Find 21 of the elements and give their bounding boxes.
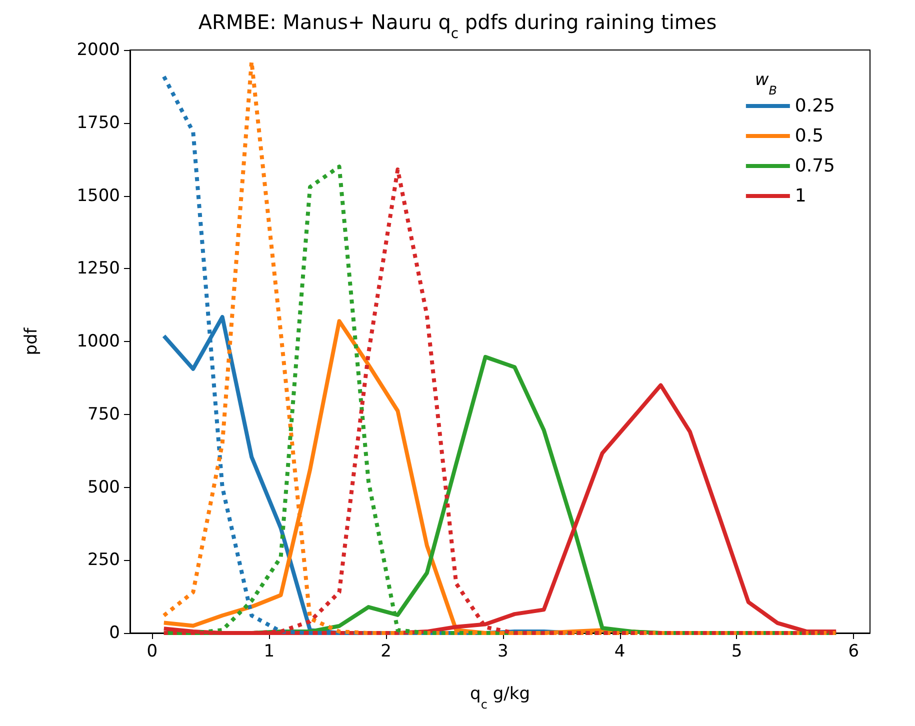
x-tick-label: 1 <box>264 642 275 662</box>
x-tick-label: 6 <box>848 642 860 662</box>
y-tick-label: 1750 <box>76 112 120 133</box>
legend-label: 0.25 <box>794 96 835 116</box>
legend-label: 0.5 <box>794 126 824 146</box>
y-tick-label: 1000 <box>76 332 120 352</box>
y-tick-label: 2000 <box>76 40 120 60</box>
y-tick-label: 500 <box>88 477 120 498</box>
legend-label: 1 <box>794 186 806 206</box>
x-tick-label: 0 <box>146 642 158 662</box>
y-tick-label: 1250 <box>76 258 120 279</box>
legend-label: 0.75 <box>794 156 835 176</box>
y-tick-label: 750 <box>88 404 120 424</box>
y-tick-label: 1500 <box>76 186 120 206</box>
x-tick-label: 2 <box>380 642 392 662</box>
y-axis-title: pdf <box>22 326 42 356</box>
x-tick-label: 3 <box>498 642 508 662</box>
x-tick-label: 4 <box>614 642 626 662</box>
y-tick-label: 250 <box>88 550 120 570</box>
x-tick-label: 5 <box>731 642 742 662</box>
y-tick-label: 0 <box>109 623 120 643</box>
